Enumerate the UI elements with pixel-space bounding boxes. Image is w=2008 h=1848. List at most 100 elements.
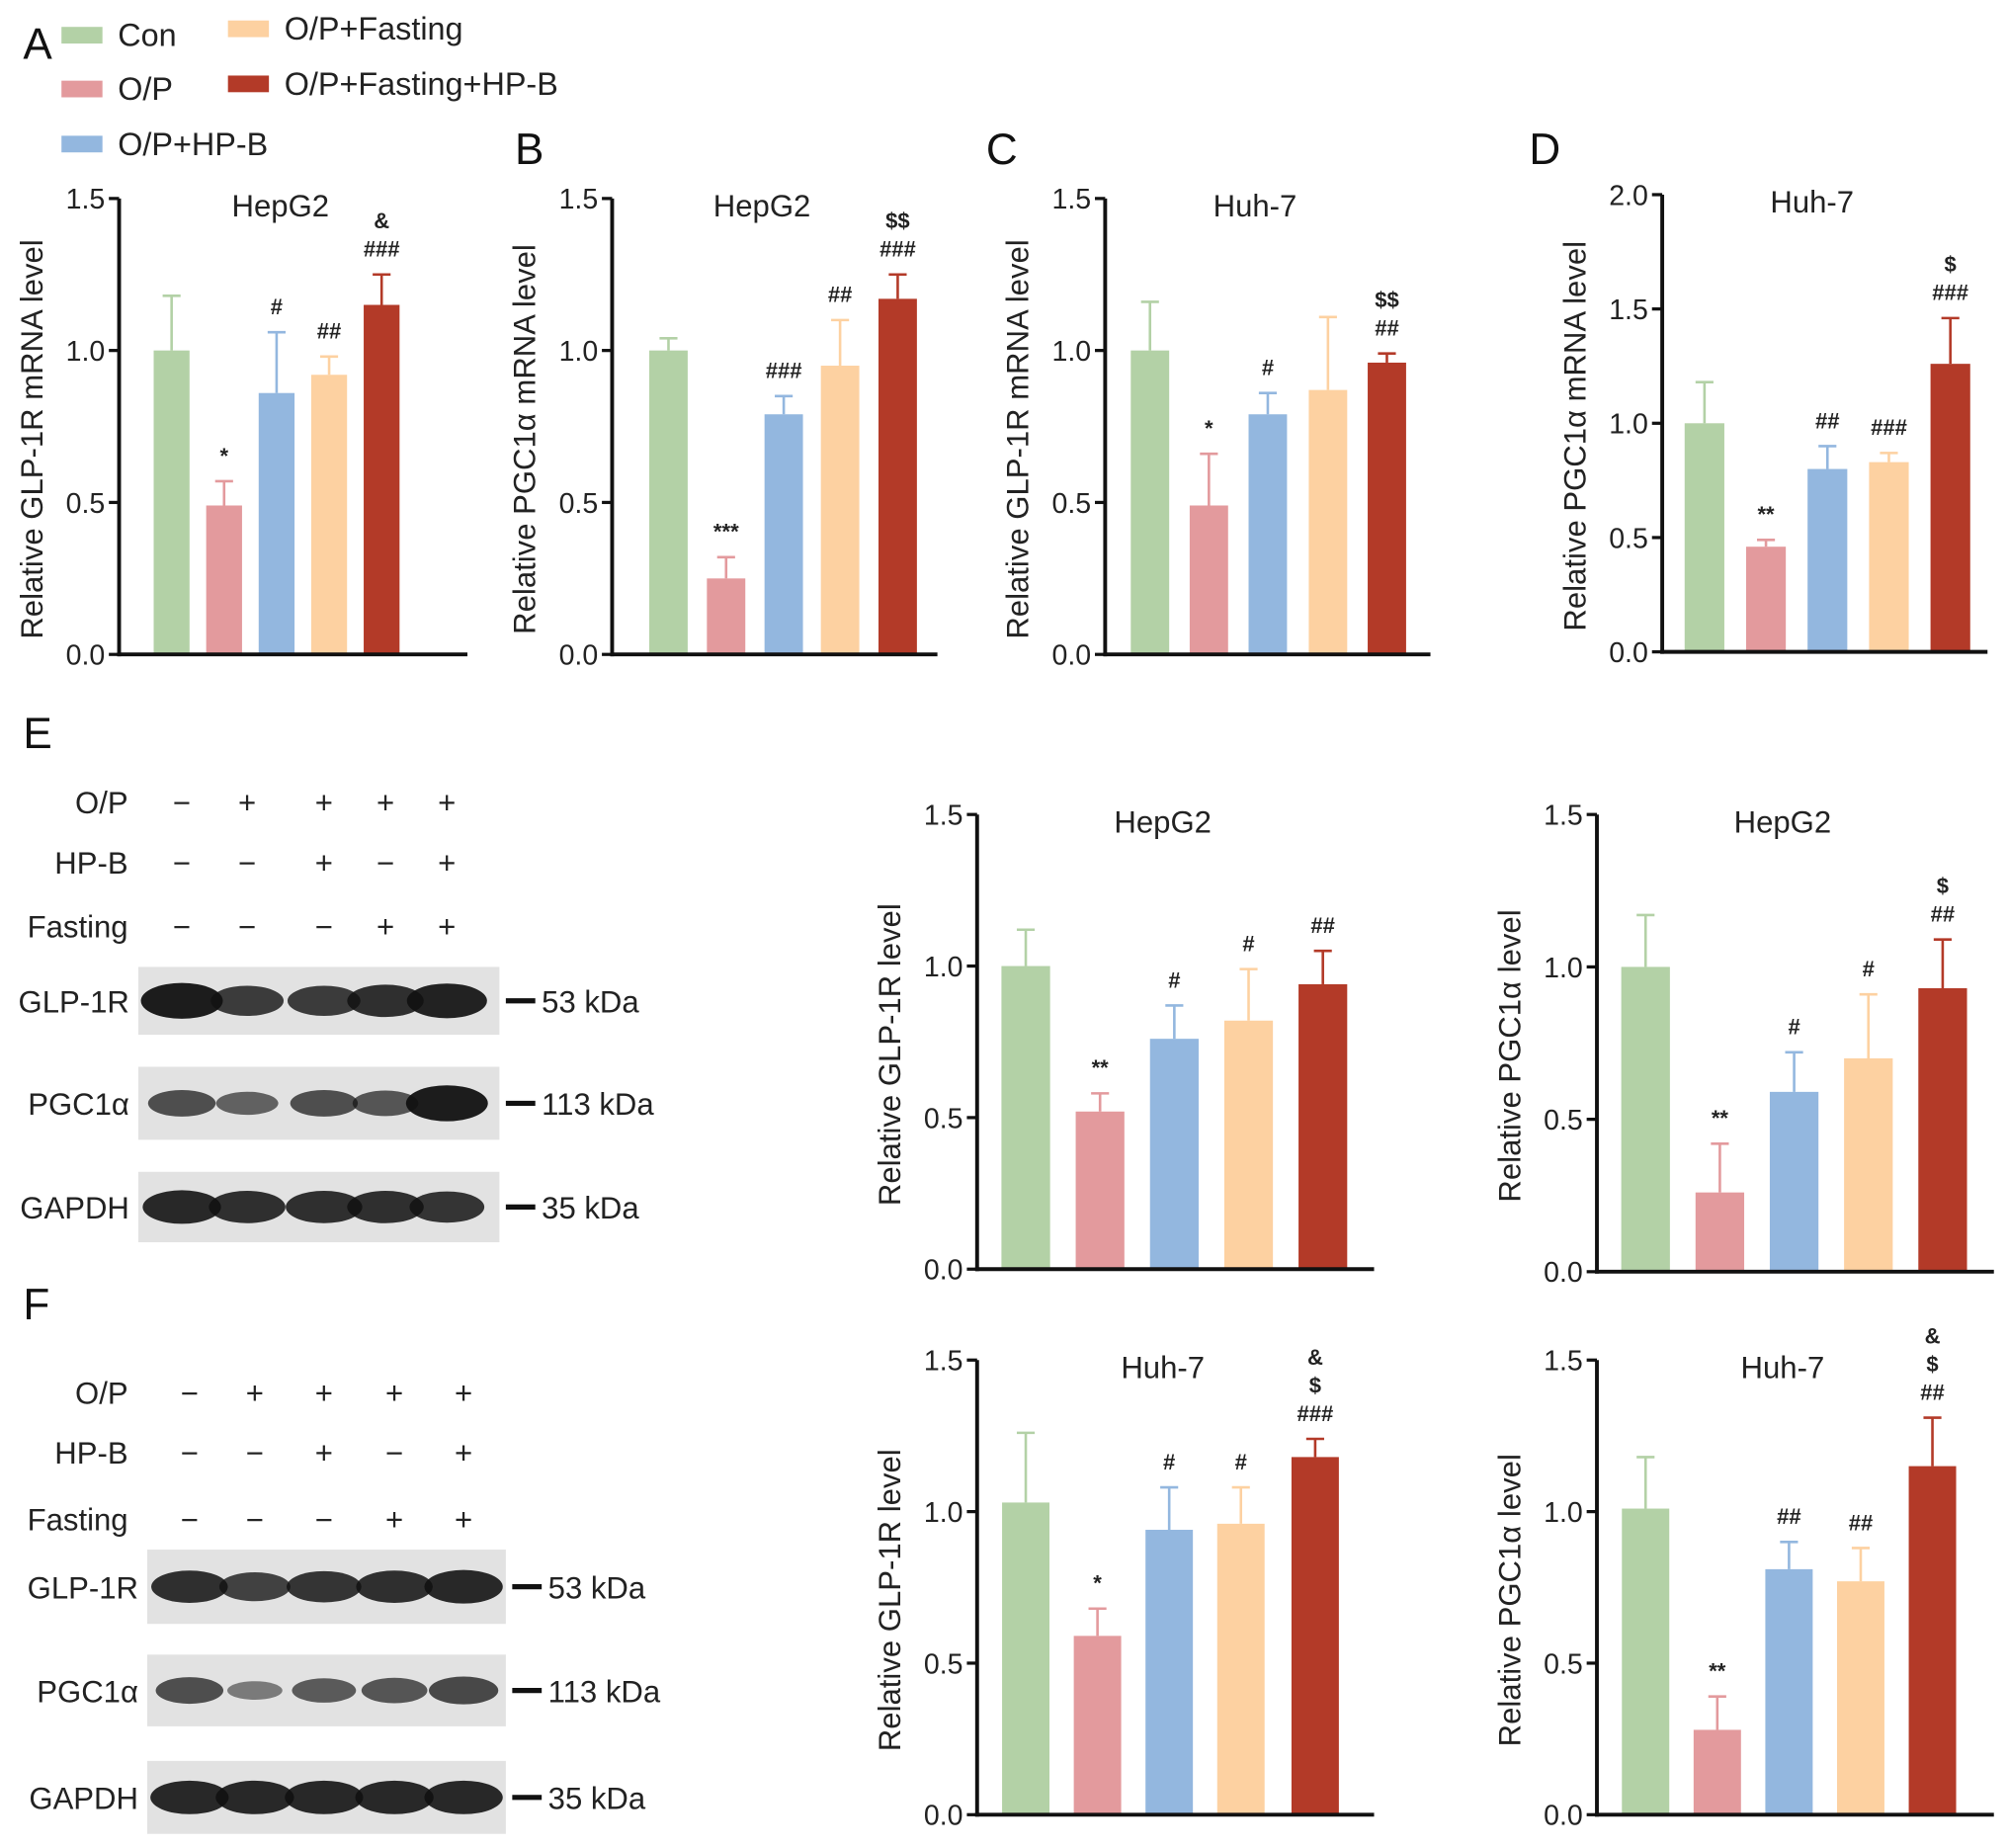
y-tick-label: 0.5 [1544, 1105, 1583, 1136]
treatment-label: O/P [75, 1376, 128, 1410]
significance-label: ** [1709, 1659, 1726, 1684]
y-tick-label: 1.0 [924, 1497, 963, 1529]
chart-title: Huh-7 [1121, 1350, 1205, 1385]
chart-title: Huh-7 [1213, 189, 1297, 223]
protein-band [347, 984, 424, 1018]
significance-label: ## [317, 319, 342, 344]
treatment-sign: + [376, 786, 394, 820]
significance-label: # [1788, 1015, 1799, 1040]
legend-label: O/P+Fasting+HP-B [285, 66, 558, 102]
protein-band [287, 1570, 362, 1603]
bar-o-p-fasting-hp-b [1368, 362, 1406, 655]
protein-band [409, 1191, 485, 1223]
significance-label: # [1242, 931, 1254, 956]
bar-o-p-hp-b [764, 414, 803, 655]
treatment-label: O/P [75, 786, 128, 820]
significance-label: ** [1092, 1055, 1110, 1080]
protein-band [147, 1089, 216, 1117]
protein-band [355, 1780, 434, 1814]
bar-con [1621, 966, 1670, 1272]
legend-label: O/P [118, 71, 173, 107]
treatment-sign: − [173, 910, 191, 945]
protein-band [352, 1090, 419, 1117]
treatment-label: HP-B [54, 846, 127, 881]
treatment-sign: + [438, 910, 456, 945]
chart-b-1: HepG2 Relative PGC1α mRNA level 0.0 0.5 1.0 1… [508, 184, 938, 672]
chart-d-3: Huh-7 Relative PGC1α mRNA level 0.0 0.5 1.0 1… [1557, 180, 1988, 669]
legend-swatch [61, 135, 103, 153]
bar-o-p-fasting-hp-b [878, 298, 917, 655]
significance-label: ### [364, 237, 400, 262]
y-tick-label: 0.5 [1609, 523, 1648, 554]
bar-o-p-hp-b [1807, 468, 1848, 652]
y-tick-label: 1.5 [1544, 800, 1583, 832]
significance-label: ## [1375, 316, 1399, 341]
treatment-sign: − [173, 846, 191, 881]
treatment-sign: + [315, 1436, 333, 1470]
bar-o-p-fasting [1836, 1581, 1884, 1815]
bar-o-p-hp-b [1769, 1091, 1819, 1272]
y-tick-label: 0.0 [1609, 637, 1648, 669]
bar-o-p-fasting-hp-b [1298, 983, 1348, 1270]
protein-band [287, 985, 361, 1016]
molecular-weight-label: 53 kDa [542, 984, 639, 1019]
treatment-sign: + [455, 1376, 472, 1410]
panel-letter-E: E [23, 710, 51, 758]
bar-o-p-hp-b [258, 392, 295, 655]
treatment-label: HP-B [54, 1436, 127, 1470]
y-tick-label: 0.5 [559, 488, 599, 520]
bar-o-p-hp-b [1149, 1039, 1199, 1270]
chart-e-5: HepG2 Relative PGC1α level 0.0 0.5 1.0 1.5 ** #… [1492, 800, 1994, 1289]
treatment-label: Fasting [28, 1503, 128, 1538]
chart-c-2: Huh-7 Relative GLP-1R mRNA level 0.0 0.5 1.0… [1001, 184, 1431, 672]
treatment-sign: − [385, 1436, 403, 1470]
panel-letter-F: F [23, 1281, 49, 1329]
y-axis-label: Relative PGC1α level [1492, 909, 1527, 1202]
y-tick-label: 0.0 [924, 1801, 963, 1832]
panel-letter-C: C [986, 126, 1018, 174]
panel-letter-B: B [515, 126, 544, 174]
y-axis-label: Relative PGC1α mRNA level [1557, 241, 1592, 631]
y-axis-label: Relative GLP-1R level [873, 903, 907, 1206]
y-tick-label: 2.0 [1609, 180, 1648, 211]
significance-label: $$ [885, 209, 910, 233]
significance-label: $ [1309, 1373, 1321, 1397]
y-tick-label: 0.0 [924, 1255, 963, 1287]
chart-a-0: HepG2 Relative GLP-1R mRNA level 0.0 0.5 1.0… [15, 184, 468, 672]
significance-label: # [1168, 967, 1180, 992]
y-tick-label: 1.0 [1609, 409, 1648, 441]
molecular-weight-label: 113 kDa [548, 1674, 661, 1709]
y-tick-label: 0.5 [924, 1648, 963, 1680]
bar-o-p [1075, 1111, 1125, 1270]
protein-band [424, 1780, 503, 1814]
legend-swatch [61, 80, 103, 98]
treatment-sign: − [181, 1503, 199, 1538]
bar-con [1622, 1508, 1670, 1815]
significance-label: $ [1945, 252, 1957, 277]
protein-band [151, 1570, 228, 1604]
treatment-sign: + [455, 1503, 472, 1538]
significance-label: $ [1926, 1352, 1938, 1377]
y-tick-label: 0.5 [1051, 488, 1091, 520]
bar-o-p-fasting [310, 375, 348, 655]
significance-label: & [374, 209, 389, 233]
treatment-sign: − [246, 1436, 264, 1470]
y-tick-label: 1.5 [559, 184, 599, 215]
significance-label: * [1205, 416, 1213, 441]
treatment-sign: + [315, 786, 333, 820]
bar-o-p [1693, 1729, 1741, 1815]
y-axis-label: Relative PGC1α level [1492, 1454, 1527, 1746]
y-tick-label: 0.0 [1544, 1801, 1583, 1832]
y-tick-label: 0.0 [1544, 1257, 1583, 1289]
bar-o-p-hp-b [1248, 414, 1288, 655]
y-tick-label: 0.0 [66, 640, 106, 672]
protein-band [286, 1191, 363, 1223]
bar-con [1130, 350, 1170, 655]
protein-band [215, 1780, 294, 1814]
significance-label: ## [828, 283, 853, 307]
bar-o-p [206, 505, 242, 655]
treatment-sign: + [376, 910, 394, 945]
y-tick-label: 1.5 [1609, 294, 1648, 326]
chart-f-7: Huh-7 Relative PGC1α level 0.0 0.5 1.0 1.5 ** #… [1492, 1323, 1994, 1832]
